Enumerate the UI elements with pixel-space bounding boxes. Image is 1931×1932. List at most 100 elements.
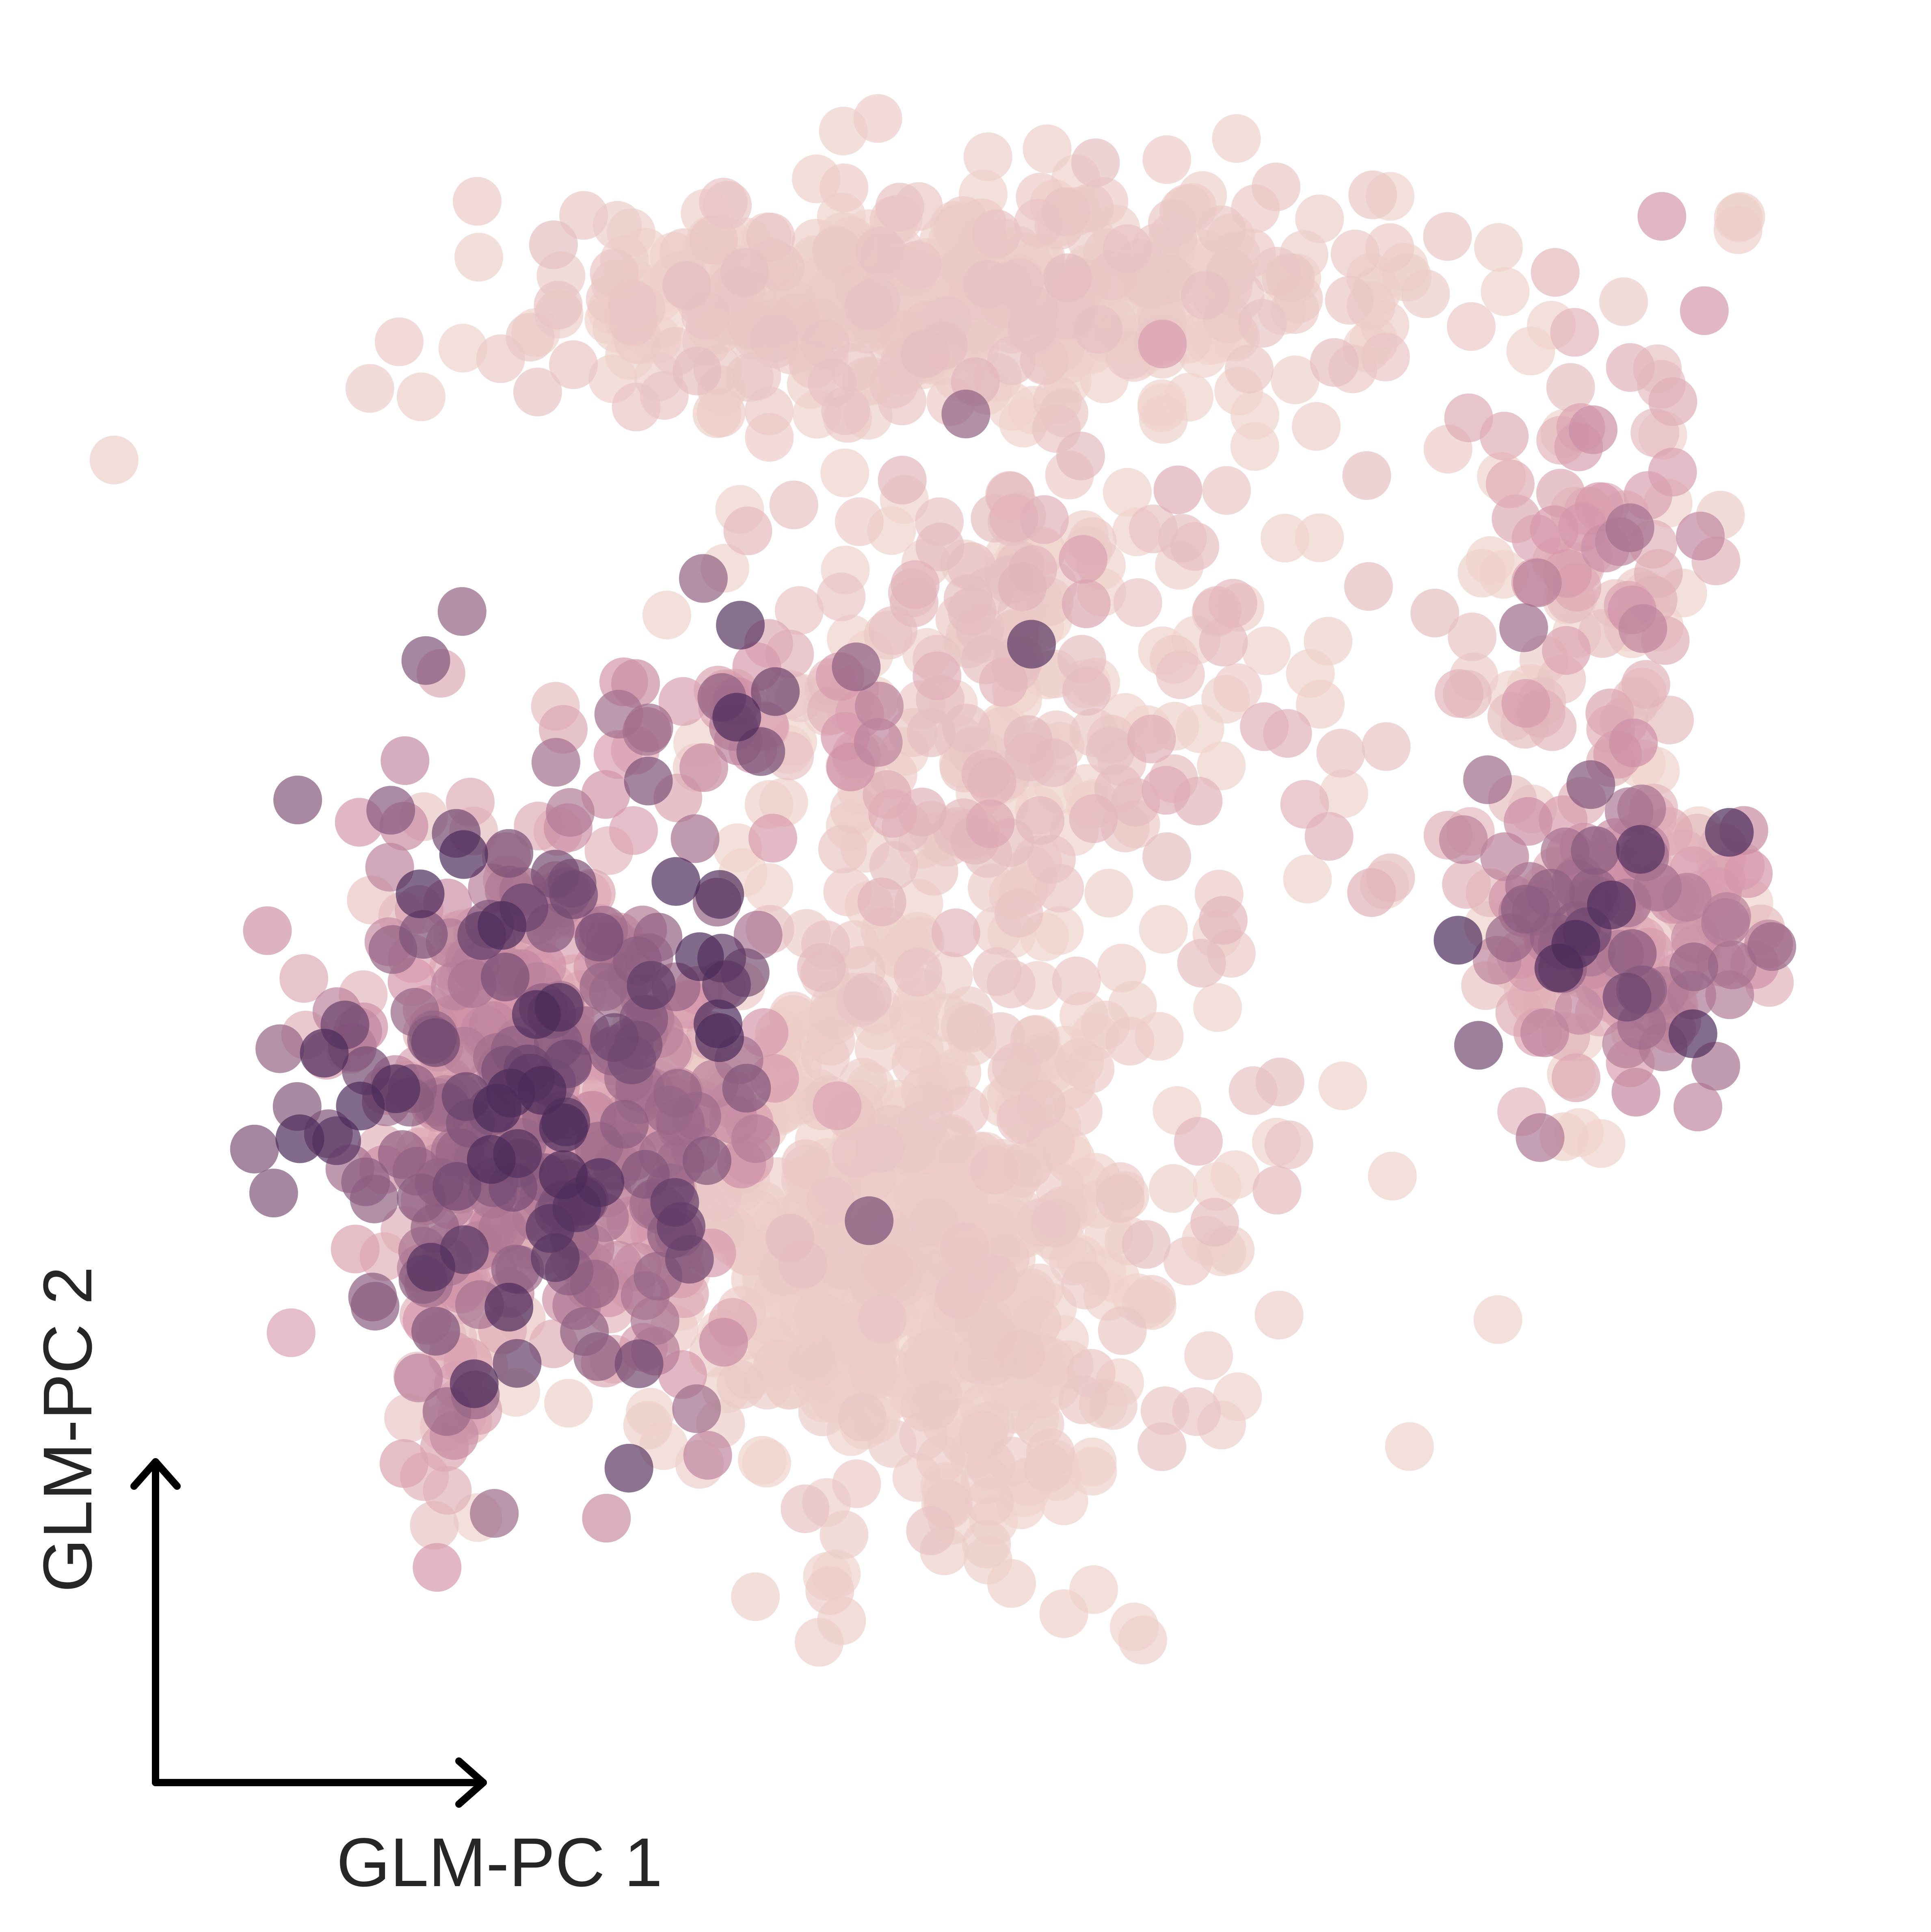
scatter-point	[411, 1307, 460, 1356]
scatter-point	[470, 1489, 519, 1538]
scatter-point	[966, 799, 1015, 848]
scatter-point	[1304, 812, 1354, 861]
scatter-point	[820, 1313, 868, 1362]
scatter-point	[992, 1042, 1041, 1091]
scatter-point	[590, 1013, 639, 1062]
scatter-point	[1067, 1349, 1116, 1398]
scatter-point	[723, 506, 772, 555]
scatter-point	[1551, 1053, 1600, 1102]
scatter-point	[1181, 271, 1230, 320]
scatter-point	[1435, 669, 1484, 718]
scatter-point	[750, 313, 799, 362]
scatter-point	[1056, 432, 1105, 480]
scatter-point	[751, 667, 800, 716]
scatter-point	[1499, 603, 1548, 652]
scatter-point	[345, 364, 394, 413]
scatter-point	[1086, 726, 1135, 776]
scatter-point	[493, 1339, 542, 1388]
scatter-point	[891, 560, 940, 609]
scatter-point	[910, 1381, 959, 1430]
scatter-point	[722, 1063, 771, 1113]
scatter-point	[1368, 1152, 1417, 1201]
scatter-point	[491, 1245, 540, 1294]
scatter-point	[858, 1294, 907, 1344]
scatter-point	[575, 912, 624, 962]
scatter-point	[1266, 253, 1315, 302]
scatter-point	[642, 590, 692, 640]
scatter-point	[1481, 267, 1530, 316]
scatter-point	[1344, 562, 1393, 611]
scatter-point	[612, 383, 661, 432]
scatter-point	[695, 1013, 744, 1062]
scatter-point	[432, 1162, 482, 1211]
scatter-point	[893, 948, 943, 997]
scatter-point	[1039, 1589, 1088, 1638]
scatter-point	[1566, 760, 1615, 809]
scatter-point	[423, 1466, 472, 1515]
scatter-point	[820, 163, 869, 212]
scatter-point	[624, 703, 673, 752]
scatter-point	[736, 727, 785, 776]
scatter-point	[544, 1379, 593, 1428]
scatter-point	[720, 248, 769, 297]
scatter-point	[731, 1572, 780, 1621]
scatter-point	[1319, 769, 1368, 818]
scatter-point	[1209, 579, 1258, 628]
scatter-point	[805, 1566, 854, 1615]
scatter-point	[1648, 447, 1697, 497]
scatter-point	[1318, 1061, 1367, 1111]
scatter-point	[467, 1135, 516, 1184]
scatter-point	[374, 317, 424, 366]
scatter-point	[748, 814, 797, 863]
scatter-point	[517, 1066, 567, 1115]
scatter-point	[744, 863, 794, 912]
scatter-point	[843, 972, 892, 1022]
scatter-point	[312, 1116, 361, 1165]
scatter-point	[1142, 832, 1191, 881]
scatter-point	[716, 1360, 765, 1409]
scatter-point	[1184, 1331, 1233, 1380]
scatter-point	[781, 1484, 830, 1533]
scatter-point	[1059, 535, 1108, 584]
x-axis-label: GLM-PC 1	[337, 1824, 663, 1901]
scatter-point	[845, 1196, 894, 1245]
scatter-point	[878, 456, 927, 505]
scatter-point	[941, 389, 990, 439]
scatter-point	[1007, 620, 1056, 669]
scatter-point	[1118, 1615, 1167, 1664]
scatter-point	[1127, 1275, 1176, 1324]
scatter-point	[549, 340, 598, 389]
scatter-point	[1023, 124, 1072, 173]
scatter-point	[1202, 466, 1251, 515]
scatter-point	[1463, 755, 1512, 804]
scatter-point	[1602, 972, 1652, 1022]
scatter-point	[1542, 626, 1591, 675]
scatter-point	[1043, 253, 1092, 302]
scatter-point	[854, 718, 903, 767]
scatter-point	[853, 94, 902, 143]
scatter-point	[1444, 393, 1493, 443]
scatter-point	[965, 1477, 1014, 1526]
scatter-point	[987, 1437, 1036, 1486]
scatter-point	[381, 736, 430, 785]
scatter-point	[534, 281, 583, 330]
scatter-point	[1193, 983, 1242, 1032]
scatter-point	[1385, 1422, 1434, 1471]
scatter-point	[1225, 344, 1274, 393]
scatter-point	[1448, 612, 1497, 661]
scatter-point	[1516, 1113, 1565, 1162]
scatter-point	[279, 954, 329, 1003]
scatter-point	[1520, 1008, 1569, 1057]
scatter-point	[378, 1130, 427, 1179]
scatter-point	[1616, 825, 1665, 874]
scatter-point	[900, 329, 949, 378]
scatter-point	[997, 1095, 1045, 1144]
scatter-point	[623, 1401, 672, 1450]
scatter-point	[89, 435, 138, 484]
scatter-point	[531, 738, 580, 787]
scatter-point	[1261, 514, 1310, 563]
scatter-point	[683, 1431, 732, 1480]
scatter-point	[609, 297, 658, 346]
scatter-point	[484, 1283, 534, 1332]
